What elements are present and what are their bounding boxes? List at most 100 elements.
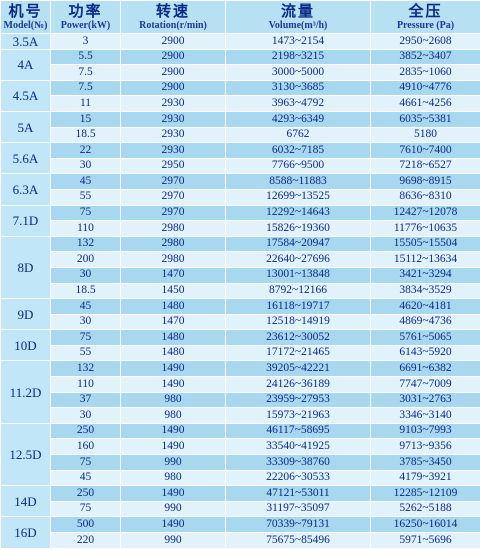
power-cell: 500 bbox=[51, 517, 121, 533]
pressure-cell: 3834~3529 bbox=[371, 283, 480, 299]
power-cell: 220 bbox=[51, 533, 121, 549]
power-cell: 55 bbox=[51, 189, 121, 205]
power-cell: 132 bbox=[51, 361, 121, 377]
pressure-cell: 8636~8310 bbox=[371, 189, 480, 205]
header-en: Power(kW) bbox=[51, 21, 120, 31]
rotation-cell: 1450 bbox=[121, 283, 226, 299]
volume-cell: 8792~12166 bbox=[226, 283, 371, 299]
rotation-cell: 980 bbox=[121, 408, 226, 424]
power-cell: 7.5 bbox=[51, 80, 121, 96]
rotation-cell: 990 bbox=[121, 533, 226, 549]
model-cell: 14D bbox=[1, 486, 51, 517]
volume-cell: 22206~30533 bbox=[226, 470, 371, 486]
rotation-cell: 2900 bbox=[121, 34, 226, 50]
rotation-cell: 2950 bbox=[121, 158, 226, 174]
volume-cell: 39205~42221 bbox=[226, 361, 371, 377]
pressure-cell: 3852~3407 bbox=[371, 49, 480, 65]
rotation-cell: 2970 bbox=[121, 174, 226, 190]
rotation-cell: 1490 bbox=[121, 361, 226, 377]
volume-cell: 3130~3685 bbox=[226, 80, 371, 96]
rotation-cell: 2970 bbox=[121, 205, 226, 221]
header-en: Pressure (Pa) bbox=[371, 21, 480, 31]
rotation-cell: 980 bbox=[121, 392, 226, 408]
pressure-cell: 5180 bbox=[371, 127, 480, 143]
volume-cell: 46117~58695 bbox=[226, 423, 371, 439]
power-cell: 110 bbox=[51, 221, 121, 237]
model-cell: 5A bbox=[1, 111, 51, 142]
header-en: Rotation(r/min) bbox=[121, 21, 225, 31]
header-en: Volume(m³/h) bbox=[226, 21, 370, 31]
pressure-cell: 6143~5920 bbox=[371, 345, 480, 361]
rotation-cell: 1480 bbox=[121, 330, 226, 346]
model-cell: 3.5A bbox=[1, 34, 51, 50]
volume-cell: 6032~7185 bbox=[226, 143, 371, 159]
rotation-cell: 1490 bbox=[121, 423, 226, 439]
pressure-cell: 4661~4256 bbox=[371, 96, 480, 112]
model-cell: 9D bbox=[1, 299, 51, 330]
volume-cell: 15826~19360 bbox=[226, 221, 371, 237]
power-cell: 160 bbox=[51, 439, 121, 455]
header-zh: 功率 bbox=[51, 4, 120, 19]
power-cell: 45 bbox=[51, 174, 121, 190]
pressure-cell: 5761~5065 bbox=[371, 330, 480, 346]
pressure-cell: 6691~6382 bbox=[371, 361, 480, 377]
power-cell: 11 bbox=[51, 96, 121, 112]
pressure-cell: 9713~9356 bbox=[371, 439, 480, 455]
rotation-cell: 2900 bbox=[121, 80, 226, 96]
power-cell: 55 bbox=[51, 345, 121, 361]
volume-cell: 23959~27953 bbox=[226, 392, 371, 408]
power-cell: 37 bbox=[51, 392, 121, 408]
volume-cell: 75675~85496 bbox=[226, 533, 371, 549]
rotation-cell: 1490 bbox=[121, 377, 226, 393]
pressure-cell: 4179~3921 bbox=[371, 470, 480, 486]
volume-cell: 31197~35097 bbox=[226, 501, 371, 517]
rotation-cell: 1470 bbox=[121, 267, 226, 283]
power-cell: 45 bbox=[51, 299, 121, 315]
power-cell: 75 bbox=[51, 205, 121, 221]
power-cell: 30 bbox=[51, 158, 121, 174]
power-cell: 75 bbox=[51, 455, 121, 471]
header-zh: 转速 bbox=[121, 4, 225, 19]
rotation-cell: 2900 bbox=[121, 65, 226, 81]
power-cell: 75 bbox=[51, 501, 121, 517]
volume-cell: 24126~36189 bbox=[226, 377, 371, 393]
volume-cell: 7766~9500 bbox=[226, 158, 371, 174]
rotation-cell: 2980 bbox=[121, 252, 226, 268]
header-rotation: 转速 Rotation(r/min) bbox=[121, 1, 226, 34]
power-cell: 45 bbox=[51, 470, 121, 486]
volume-cell: 33309~38760 bbox=[226, 455, 371, 471]
pressure-cell: 4620~4181 bbox=[371, 299, 480, 315]
volume-cell: 33540~41925 bbox=[226, 439, 371, 455]
pressure-cell: 7747~7009 bbox=[371, 377, 480, 393]
pressure-cell: 15505~15504 bbox=[371, 236, 480, 252]
volume-cell: 12518~14919 bbox=[226, 314, 371, 330]
volume-cell: 15973~21963 bbox=[226, 408, 371, 424]
rotation-cell: 2980 bbox=[121, 236, 226, 252]
pressure-cell: 12427~12078 bbox=[371, 205, 480, 221]
rotation-cell: 990 bbox=[121, 501, 226, 517]
volume-cell: 17584~20947 bbox=[226, 236, 371, 252]
power-cell: 15 bbox=[51, 111, 121, 127]
